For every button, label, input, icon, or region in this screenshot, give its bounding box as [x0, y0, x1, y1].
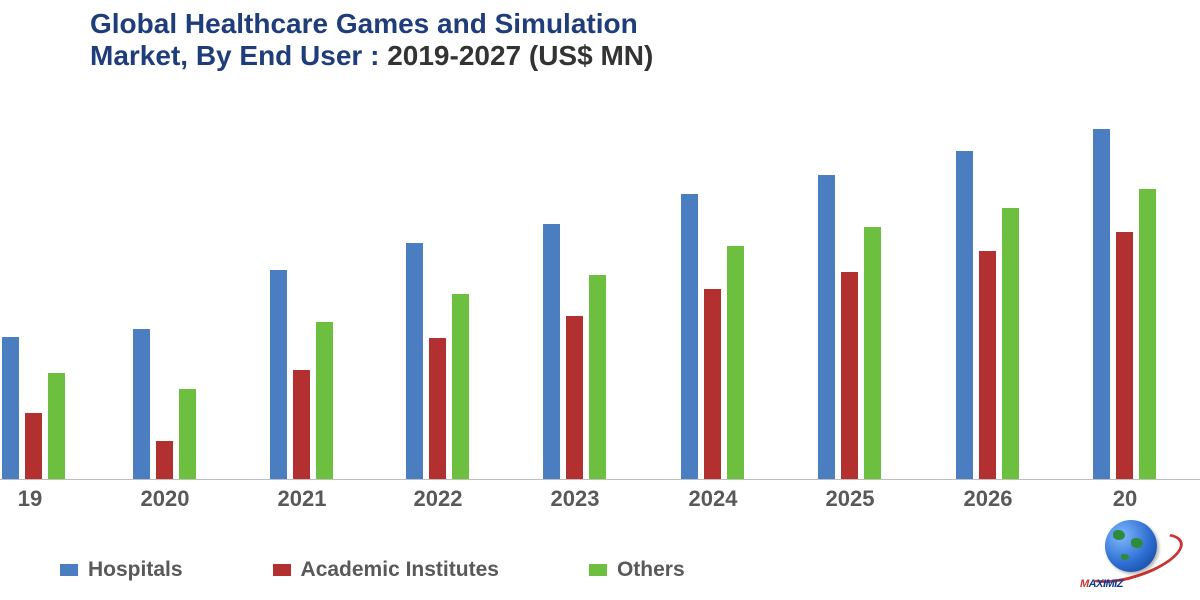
watermark-text: MAXIMIZ	[1080, 578, 1123, 590]
bar	[293, 370, 310, 479]
bar	[406, 243, 423, 479]
bar	[2, 337, 19, 480]
x-tick-label: 2021	[278, 486, 327, 512]
bar	[543, 224, 560, 479]
legend-label: Others	[617, 558, 685, 582]
bar	[818, 175, 835, 479]
bar-group	[681, 194, 744, 479]
bar	[133, 329, 150, 479]
bar	[270, 270, 287, 479]
x-tick-label: 19	[18, 486, 42, 512]
legend-label: Hospitals	[88, 558, 183, 582]
bar	[841, 272, 858, 479]
bar	[589, 275, 606, 479]
bar	[727, 246, 744, 479]
title-line-2: Market, By End User : 2019-2027 (US$ MN)	[90, 40, 1160, 72]
bar-group	[1093, 129, 1156, 479]
bar	[681, 194, 698, 479]
bar	[452, 294, 469, 479]
x-tick-label: 2025	[826, 486, 875, 512]
bar-group	[543, 224, 606, 479]
bar	[979, 251, 996, 479]
bar	[1139, 189, 1156, 479]
globe-icon	[1105, 520, 1157, 572]
x-tick-label: 2022	[414, 486, 463, 512]
bar	[864, 227, 881, 479]
bar-group	[956, 151, 1019, 479]
bar	[1002, 208, 1019, 479]
x-tick-label: 2026	[964, 486, 1013, 512]
bar-chart-plot	[0, 100, 1200, 480]
bar	[704, 289, 721, 479]
chart-title: Global Healthcare Games and Simulation M…	[90, 8, 1160, 72]
bar-group	[2, 337, 65, 480]
bar	[429, 338, 446, 479]
x-tick-label: 2020	[141, 486, 190, 512]
legend-item: Others	[589, 558, 685, 582]
watermark-logo: MAXIMIZ MARKET RESEAR	[1080, 520, 1200, 590]
x-tick-label: 2023	[551, 486, 600, 512]
title-line-1: Global Healthcare Games and Simulation	[90, 8, 1160, 40]
bar	[566, 316, 583, 479]
legend-item: Hospitals	[60, 558, 183, 582]
bar	[25, 413, 42, 480]
legend-swatch	[273, 564, 291, 576]
bar	[48, 373, 65, 479]
bar-group	[133, 329, 196, 479]
x-axis: 19 2020 2021 2022 2023 2024 2025 2026 20	[0, 480, 1200, 510]
bar-group	[270, 270, 333, 479]
legend-label: Academic Institutes	[301, 558, 499, 582]
legend-item: Academic Institutes	[273, 558, 499, 582]
title-suffix: 2019-2027 (US$ MN)	[379, 40, 653, 71]
bar	[1116, 232, 1133, 479]
bar	[1093, 129, 1110, 479]
x-tick-label: 20	[1113, 486, 1137, 512]
title-prefix: Market, By End User :	[90, 40, 379, 71]
bar	[179, 389, 196, 479]
bar	[156, 441, 173, 479]
x-tick-label: 2024	[689, 486, 738, 512]
bar	[316, 322, 333, 479]
legend-swatch	[60, 564, 78, 576]
bar-group	[406, 243, 469, 479]
legend-swatch	[589, 564, 607, 576]
chart-legend: Hospitals Academic Institutes Others	[60, 558, 685, 582]
bar-group	[818, 175, 881, 479]
bar	[956, 151, 973, 479]
